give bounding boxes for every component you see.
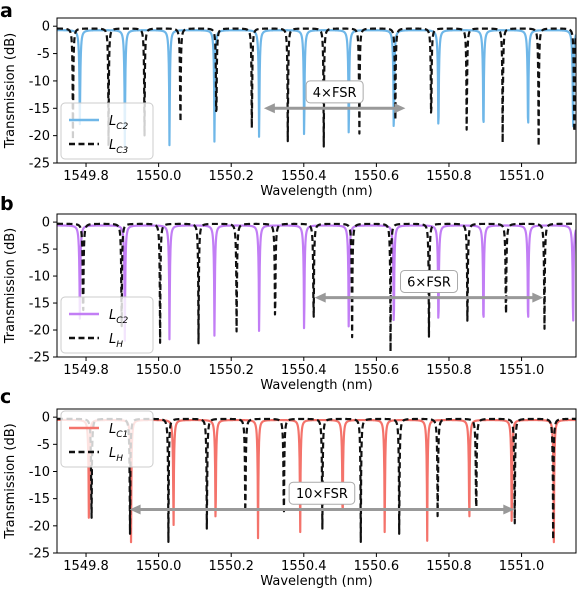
annotation: 4×FSR [263,80,406,114]
x-tick-label: 1550.8 [426,363,472,378]
x-tick-label: 1550.2 [208,363,254,378]
y-tick-label: -25 [29,351,50,366]
x-tick-label: 1550.4 [281,169,327,184]
legend-label: LH [109,446,123,464]
legend-label: LH [109,332,123,350]
x-tick-label: 1551.0 [499,363,545,378]
annotation-arrowhead-right [394,103,406,114]
x-tick-label: 1550.0 [136,559,182,574]
annotation-arrowhead-right [532,292,544,303]
x-tick-label: 1550.4 [281,363,327,378]
annotation-arrowhead-left [129,504,141,515]
y-tick-label: -25 [29,547,50,562]
legend-label: LC2 [109,308,129,326]
series-line-c3 [57,27,576,148]
y-tick-label: -5 [37,438,50,453]
panel-a: a 4×FSR 0 -5 -10 -15 -20 -25 1549.8 1550.0 1550.2 1… [0,0,577,199]
y-tick-label: -15 [29,297,50,312]
x-axis-label: Wavelength (nm) [260,378,372,393]
annotation: 6×FSR [314,269,544,303]
annotation: 10×FSR [129,481,515,515]
annotation-arrowhead-left [263,103,275,114]
legend-label-sub: H [116,454,123,464]
x-tick-label: 1550.2 [208,559,254,574]
y-axis-label: Transmission (dB) [3,423,18,539]
panel-letter: b [0,193,14,215]
x-tick-label: 1550.8 [426,559,472,574]
legend-label: LC2 [109,114,129,132]
y-tick-label: -10 [29,270,50,285]
x-tick-label: 1549.8 [63,559,109,574]
legend-label-main: L [109,138,116,153]
x-tick-label: 1551.0 [499,559,545,574]
x-axis-label: Wavelength (nm) [260,574,372,589]
plot-frame [56,213,577,358]
x-tick-label: 1549.8 [63,363,109,378]
annotation-arrowhead-left [314,292,326,303]
y-axis-label: Transmission (dB) [3,228,18,344]
legend-label-main: L [109,114,116,129]
x-tick-label: 1550.0 [136,169,182,184]
panel-letter: a [0,0,13,22]
x-tick-label: 1550.8 [426,169,472,184]
panel-c: c 10×FSR 0 -5 -10 -15 -20 -25 1549.8 1550.0 1550.2… [0,386,577,589]
x-tick-label: 1550.4 [281,559,327,574]
y-tick-label: -25 [29,157,50,172]
legend-label: LC3 [109,138,129,156]
legend-box [60,410,154,468]
y-tick-label: -10 [29,74,50,89]
legend-label-sub: C3 [116,146,128,156]
series-group [57,27,576,148]
y-tick-label: 0 [42,20,50,35]
annotation-label: 10×FSR [296,487,348,502]
y-tick-label: 0 [42,411,50,426]
y-tick-label: 0 [42,216,50,231]
y-tick-label: -20 [29,129,50,144]
x-tick-label: 1550.6 [354,169,400,184]
y-tick-label: -5 [37,243,50,258]
legend-label-main: L [109,332,116,347]
series-line-c2 [57,29,576,148]
annotation-label: 4×FSR [313,86,357,101]
legend-label-main: L [109,446,116,461]
x-tick-label: 1550.0 [136,363,182,378]
panel-letter: c [0,386,11,408]
series-group [57,222,576,353]
legend-label-main: L [109,308,116,323]
annotation-box [400,269,459,293]
y-tick-label: -10 [29,465,50,480]
legend-box [60,102,154,160]
annotation-box [305,80,364,104]
x-tick-label: 1550.2 [208,169,254,184]
series-line-h [57,222,576,353]
y-tick-label: -5 [37,47,50,62]
annotation-label: 6×FSR [407,275,451,290]
y-tick-label: -15 [29,492,50,507]
legend-box [60,296,154,354]
y-axis-label: Transmission (dB) [3,33,18,149]
x-axis-label: Wavelength (nm) [260,184,372,199]
legend-label-sub: C2 [116,316,128,326]
y-tick-label: -20 [29,324,50,339]
legend-label-sub: C2 [116,122,128,132]
legend-label-sub: C1 [116,430,128,440]
panel-b: b 6×FSR 0 -5 -10 -15 -20 -25 1549.8 1550.0 1550.2 1… [0,193,577,393]
x-tick-label: 1549.8 [63,169,109,184]
legend-label-main: L [109,422,116,437]
x-tick-label: 1551.0 [499,169,545,184]
annotation-box [288,481,356,505]
legend-label: LC1 [109,422,128,440]
plot-frame [56,408,577,554]
plot-frame [56,17,577,164]
y-tick-label: -15 [29,102,50,117]
x-tick-label: 1550.6 [354,363,400,378]
x-tick-label: 1550.6 [354,559,400,574]
legend-label-sub: H [116,340,123,350]
y-tick-label: -20 [29,519,50,534]
annotation-arrowhead-right [503,504,515,515]
